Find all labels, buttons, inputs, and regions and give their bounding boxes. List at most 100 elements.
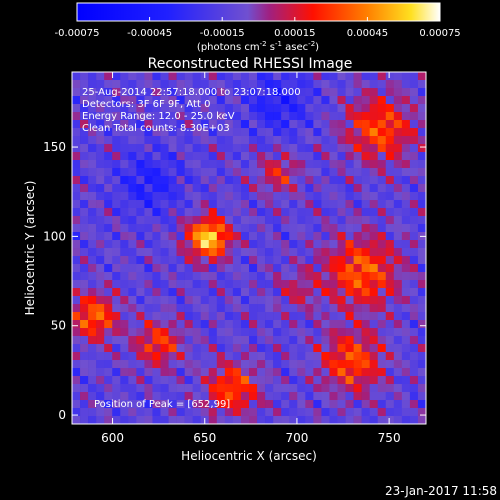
heatmap-cell — [249, 264, 258, 273]
heatmap-cell — [240, 264, 250, 273]
heatmap-cell — [345, 408, 354, 417]
heatmap-cell — [208, 296, 218, 305]
heatmap-cell — [401, 176, 411, 185]
heatmap-cell — [289, 392, 298, 401]
heatmap-cell — [128, 176, 137, 185]
heatmap-cell — [72, 344, 81, 353]
heatmap-cell — [409, 280, 419, 289]
heatmap-cell — [417, 112, 427, 121]
heatmap-cell — [393, 192, 403, 201]
heatmap-cell — [377, 312, 387, 321]
heatmap-cell — [297, 256, 306, 265]
heatmap-cell — [224, 288, 234, 297]
heatmap-cell — [385, 224, 395, 233]
heatmap-cell — [176, 360, 185, 369]
heatmap-cell — [88, 336, 97, 345]
heatmap-cell — [409, 88, 419, 97]
heatmap-cell — [120, 176, 129, 185]
heatmap-cell — [353, 152, 362, 161]
heatmap-cell — [128, 376, 137, 385]
heatmap-cell — [240, 360, 250, 369]
heatmap-cell — [305, 184, 314, 193]
heatmap-cell — [361, 96, 370, 105]
heatmap-cell — [281, 208, 290, 217]
heatmap-cell — [361, 112, 370, 121]
heatmap-cell — [136, 320, 145, 329]
heatmap-cell — [152, 184, 161, 193]
heatmap-cell — [313, 264, 322, 273]
heatmap-cell — [128, 392, 137, 401]
heatmap-cell — [200, 400, 210, 409]
heatmap-cell — [112, 88, 121, 97]
heatmap-cell — [232, 208, 242, 217]
heatmap-cell — [224, 144, 234, 153]
heatmap-cell — [313, 152, 322, 161]
heatmap-cell — [265, 336, 274, 345]
heatmap-cell — [385, 160, 395, 169]
heatmap-cell — [80, 216, 89, 225]
heatmap-cell — [337, 240, 346, 249]
heatmap-cell — [297, 208, 306, 217]
heatmap-cell — [104, 96, 113, 105]
heatmap-cell — [249, 192, 258, 201]
heatmap-cell — [208, 280, 218, 289]
heatmap-cell — [208, 248, 218, 257]
heatmap-cell — [369, 312, 379, 321]
heatmap-cell — [401, 152, 411, 161]
heatmap-cell — [80, 232, 89, 241]
heatmap-cell — [184, 336, 193, 345]
heatmap-cell — [216, 296, 226, 305]
heatmap-cell — [136, 128, 145, 137]
heatmap-cell — [96, 232, 105, 241]
heatmap-cell — [240, 384, 250, 393]
heatmap-cell — [144, 248, 153, 257]
heatmap-cell — [369, 112, 379, 121]
heatmap-cell — [96, 288, 105, 297]
heatmap-cell — [297, 96, 306, 105]
heatmap-cell — [337, 176, 346, 185]
heatmap-cell — [192, 240, 202, 249]
heatmap-cell — [329, 144, 338, 153]
heatmap-cell — [273, 136, 282, 145]
heatmap-cell — [345, 160, 354, 169]
heatmap-cell — [128, 112, 137, 121]
heatmap-cell — [297, 112, 306, 121]
heatmap-cell — [240, 392, 250, 401]
heatmap-cell — [329, 296, 338, 305]
heatmap-cell — [313, 232, 322, 241]
heatmap-cell — [313, 80, 322, 89]
heatmap-cell — [409, 216, 419, 225]
heatmap-cell — [329, 224, 338, 233]
heatmap-cell — [208, 264, 218, 273]
heatmap-cell — [417, 256, 427, 265]
heatmap-cell — [265, 288, 274, 297]
heatmap-cell — [192, 352, 202, 361]
heatmap-cell — [88, 288, 97, 297]
heatmap-cell — [265, 272, 274, 281]
heatmap-cell — [353, 96, 362, 105]
heatmap-cell — [240, 288, 250, 297]
heatmap-cell — [120, 72, 129, 81]
heatmap-cell — [144, 392, 153, 401]
heatmap-cell — [144, 88, 153, 97]
heatmap-cell — [72, 392, 81, 401]
heatmap-cell — [144, 184, 153, 193]
heatmap-cell — [401, 256, 411, 265]
heatmap-cell — [281, 72, 290, 81]
heatmap-cell — [112, 352, 121, 361]
heatmap-cell — [345, 392, 354, 401]
heatmap-cell — [281, 296, 290, 305]
heatmap-cell — [104, 352, 113, 361]
heatmap-cell — [168, 384, 177, 393]
heatmap-cell — [136, 328, 145, 337]
heatmap-cell — [345, 96, 354, 105]
heatmap-cell — [88, 72, 97, 81]
heatmap-cell — [369, 248, 379, 257]
heatmap-cell — [281, 248, 290, 257]
heatmap-cell — [160, 296, 169, 305]
heatmap-cell — [152, 320, 161, 329]
heatmap-cell — [329, 352, 338, 361]
heatmap-cell — [200, 192, 210, 201]
heatmap-cell — [385, 408, 395, 417]
heatmap-cell — [401, 200, 411, 209]
